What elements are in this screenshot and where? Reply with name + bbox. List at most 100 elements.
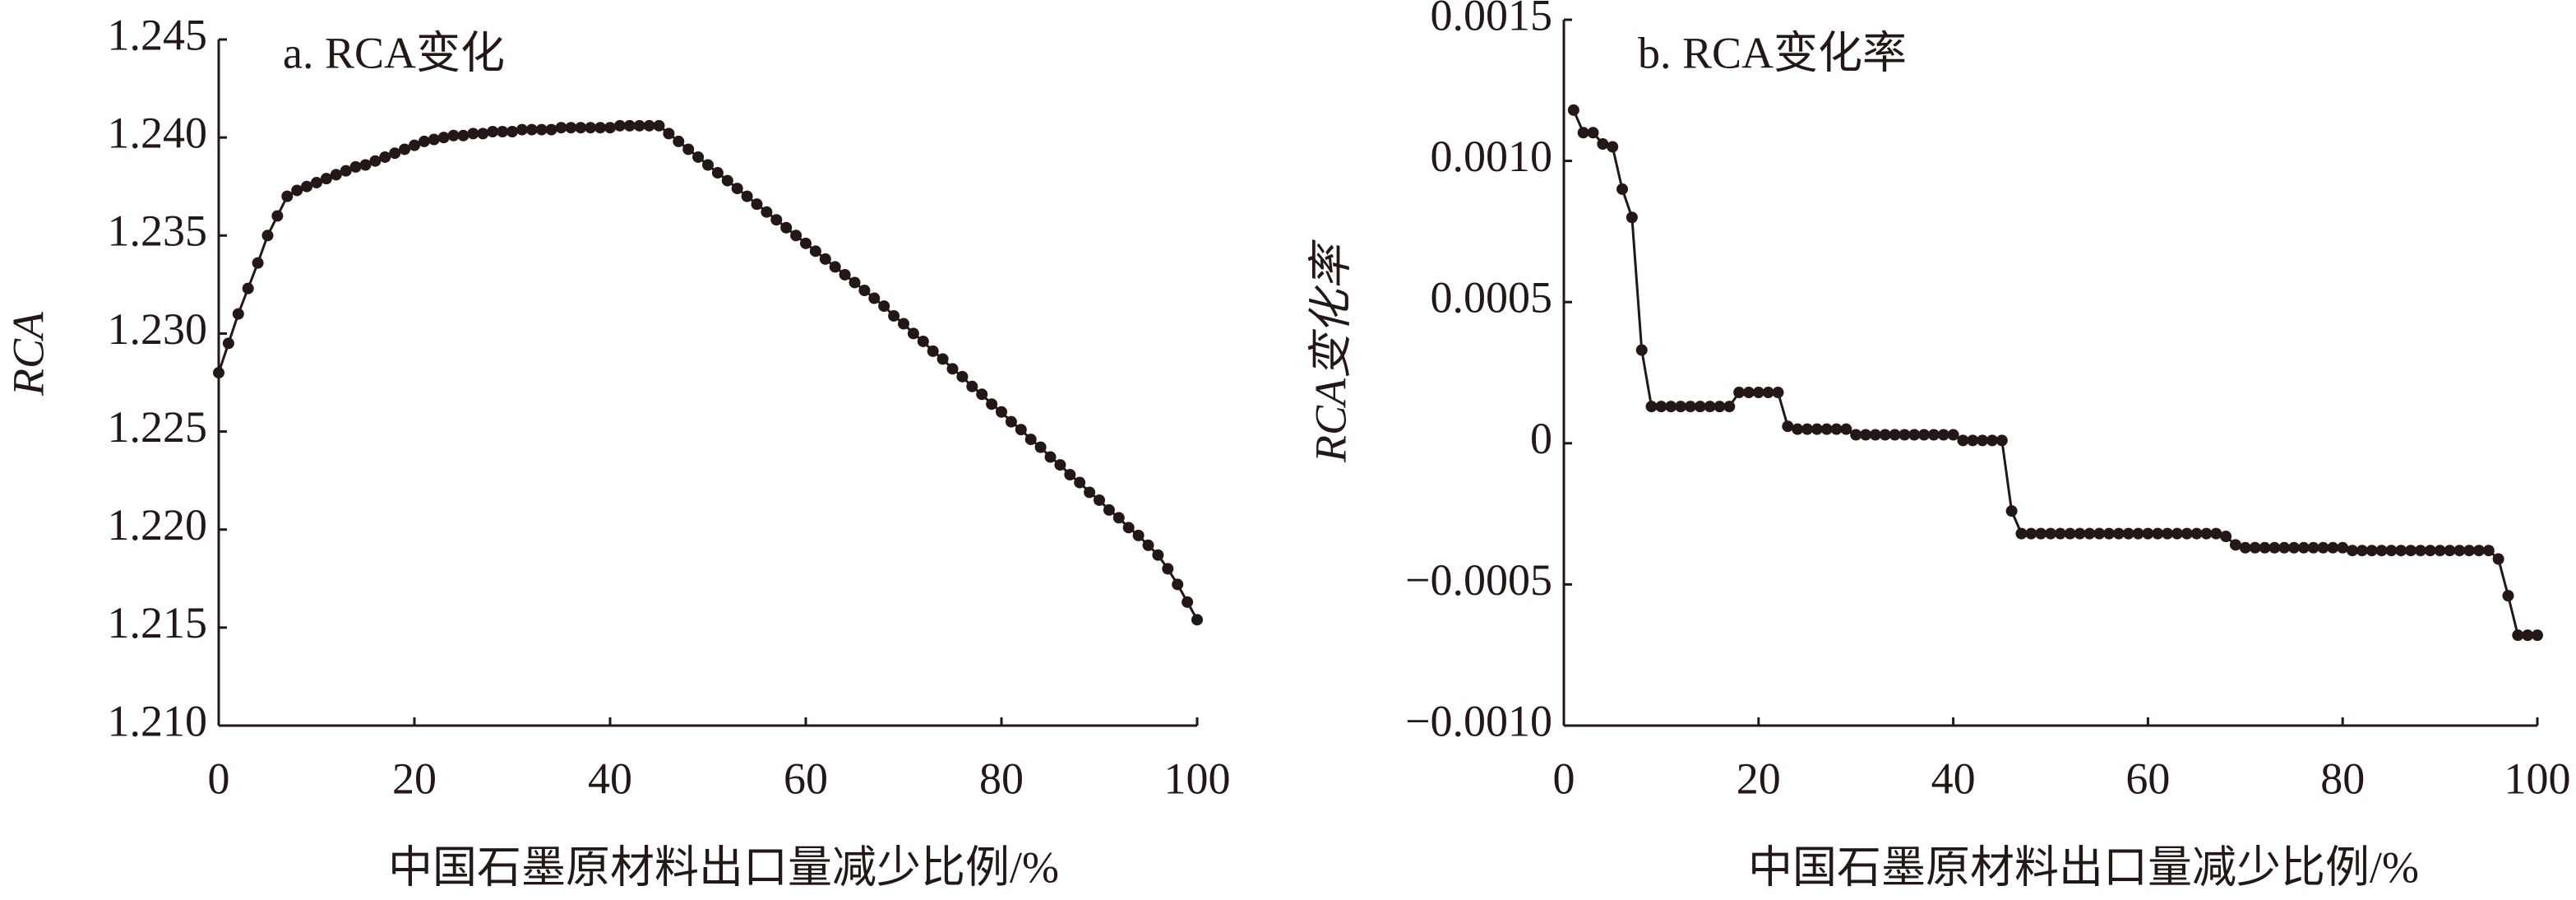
data-point	[1996, 434, 2008, 447]
data-point	[311, 176, 322, 188]
data-point	[946, 363, 959, 375]
data-point	[731, 183, 743, 195]
data-point	[1782, 420, 1794, 433]
data-point	[1162, 563, 1174, 575]
y-tick-label: 0.0010	[1431, 132, 1553, 181]
y-axis-label: RCA变化率	[1306, 239, 1355, 463]
data-point	[613, 119, 626, 132]
data-point	[301, 180, 313, 193]
data-point	[1112, 512, 1125, 524]
data-point	[535, 123, 548, 136]
data-point	[2045, 527, 2056, 540]
data-point	[927, 345, 939, 357]
data-point	[2434, 545, 2446, 557]
data-point	[2142, 527, 2154, 540]
chart-title: b. RCA变化率	[1638, 28, 1907, 77]
data-point	[663, 128, 675, 140]
data-point	[2054, 527, 2066, 540]
data-point	[721, 174, 733, 187]
data-point	[1927, 429, 1940, 441]
data-point	[1005, 415, 1017, 428]
data-point	[790, 230, 802, 242]
data-point	[2181, 527, 2193, 540]
data-point	[271, 210, 284, 222]
y-tick-label: 1.220	[108, 500, 208, 550]
y-tick-label: 1.230	[108, 304, 208, 354]
data-point	[447, 129, 460, 141]
data-point	[1792, 423, 1804, 435]
data-point	[1015, 424, 1027, 436]
data-point	[575, 122, 587, 134]
data-point	[682, 143, 695, 155]
data-point	[2171, 527, 2183, 540]
data-point	[986, 398, 998, 411]
data-point	[809, 245, 821, 257]
data-point	[2278, 541, 2291, 554]
data-point	[2492, 553, 2504, 565]
data-point	[1074, 476, 1086, 489]
data-point	[2220, 531, 2232, 543]
data-point	[702, 159, 714, 171]
data-point	[1626, 211, 1638, 224]
data-point	[2356, 545, 2368, 557]
data-point	[2327, 541, 2339, 554]
data-point	[1182, 596, 1194, 608]
chart-title: a. RCA变化	[283, 28, 505, 77]
data-point	[516, 123, 528, 136]
data-point	[369, 155, 382, 167]
data-point	[213, 367, 224, 379]
data-point	[780, 221, 793, 234]
data-point	[1869, 429, 1881, 441]
data-point	[1733, 387, 1746, 399]
data-point	[349, 160, 362, 173]
data-point	[2074, 527, 2086, 540]
data-point	[937, 353, 949, 365]
data-point	[2268, 541, 2281, 554]
data-point	[1103, 503, 1115, 516]
data-point	[1655, 401, 1667, 413]
data-point	[1840, 423, 1852, 435]
data-point	[1947, 429, 1959, 441]
x-tick-label: 40	[1931, 754, 1976, 803]
data-point	[1044, 451, 1057, 463]
data-point	[1635, 344, 1648, 356]
data-point	[1704, 401, 1716, 413]
data-point	[1830, 423, 1843, 435]
data-point	[1034, 441, 1047, 453]
data-point	[653, 119, 665, 132]
x-tick-label: 80	[979, 754, 1024, 803]
data-point	[633, 119, 645, 132]
data-point	[741, 190, 753, 202]
data-point	[359, 159, 372, 171]
data-point	[2385, 545, 2398, 557]
data-point	[858, 285, 871, 297]
data-point	[2463, 545, 2476, 557]
x-tick-label: 0	[208, 754, 230, 803]
y-tick-label: 1.225	[108, 402, 208, 452]
data-point	[2210, 527, 2222, 540]
y-tick-label: 0.0005	[1431, 273, 1553, 322]
data-point	[956, 370, 969, 383]
data-point	[2337, 541, 2349, 554]
data-point	[232, 308, 244, 320]
y-tick-label: −0.0010	[1405, 696, 1552, 745]
data-point	[2307, 541, 2319, 554]
data-point	[1694, 401, 1706, 413]
data-point	[525, 123, 538, 136]
data-point	[917, 335, 929, 347]
data-point	[2444, 545, 2456, 557]
data-point	[545, 123, 557, 136]
data-point	[1645, 401, 1658, 413]
x-axis-label: 中国石墨原材料出口量减少比例/%	[388, 842, 1059, 892]
data-point	[2288, 541, 2300, 554]
data-point	[2414, 545, 2426, 557]
data-point	[2259, 541, 2271, 554]
data-point	[996, 406, 1007, 418]
data-point	[1811, 423, 1823, 435]
x-tick-label: 80	[2320, 754, 2365, 803]
data-point	[2093, 527, 2106, 540]
data-point	[770, 214, 783, 226]
data-point	[1850, 429, 1862, 441]
data-point	[2297, 541, 2310, 554]
data-point	[399, 143, 411, 155]
